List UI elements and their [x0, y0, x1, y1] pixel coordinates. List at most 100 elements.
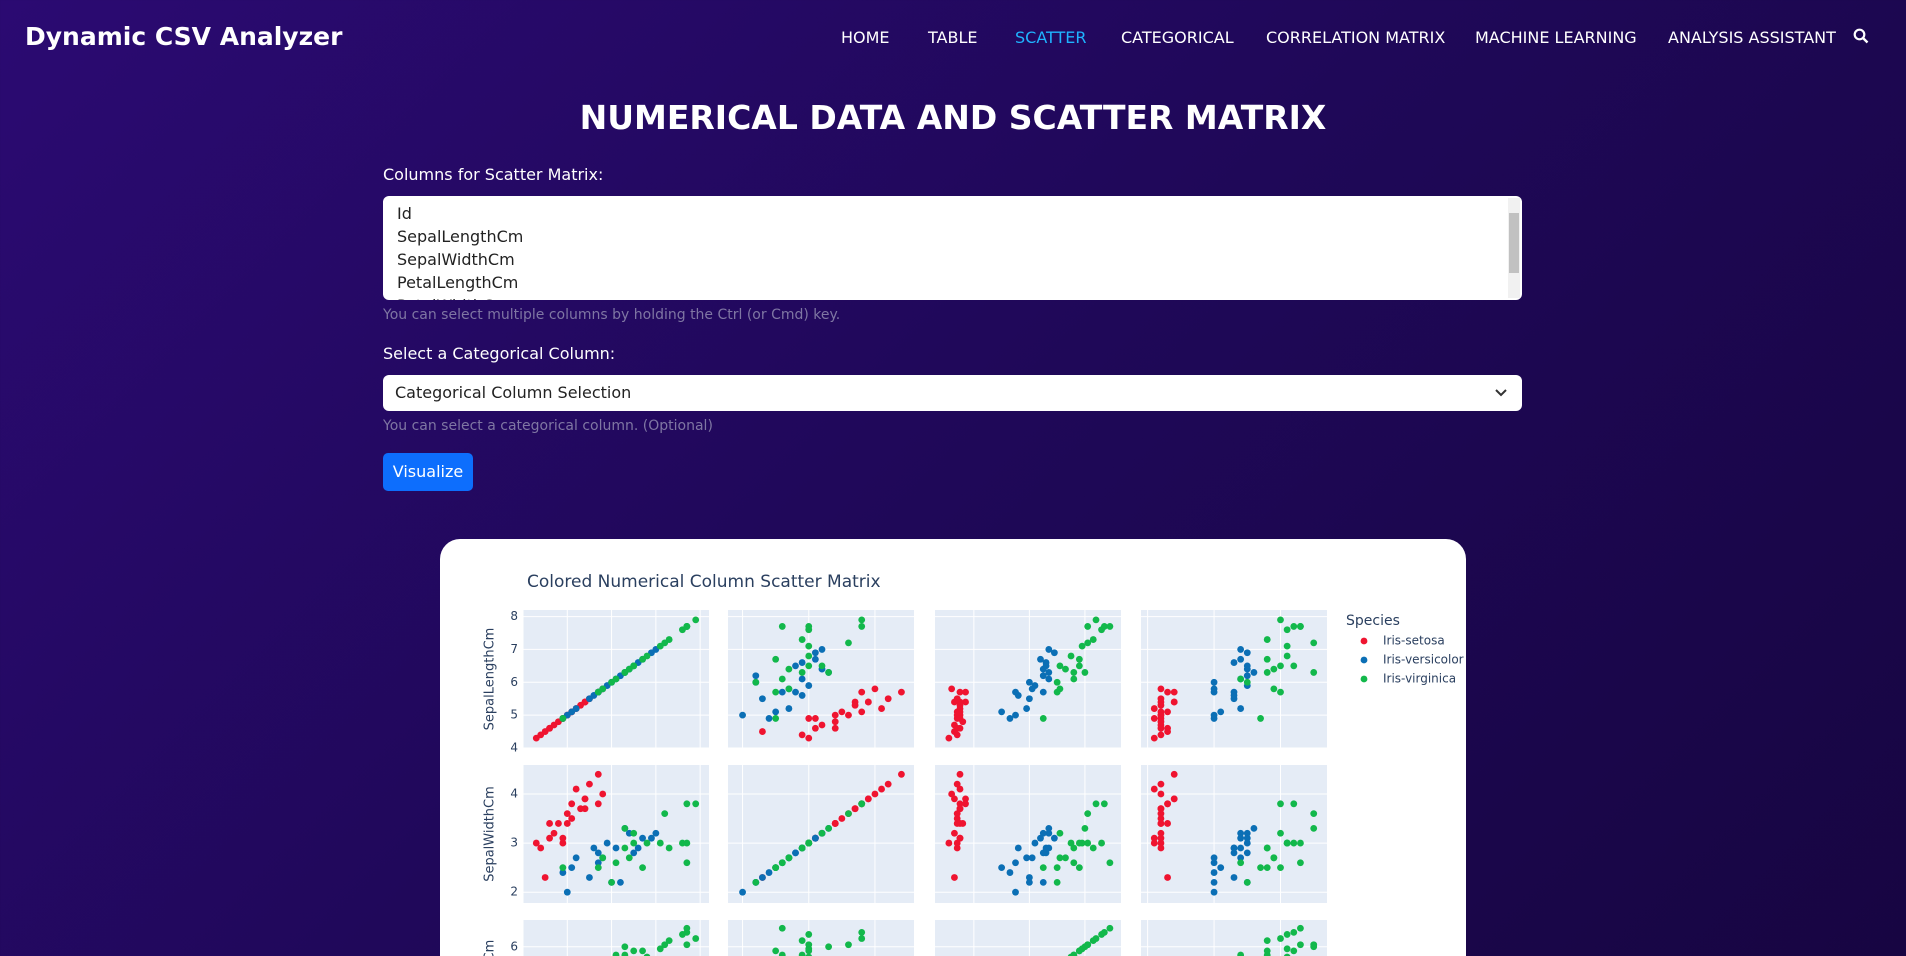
- nav-link[interactable]: TABLE: [928, 28, 978, 47]
- columns-multiselect[interactable]: Id SepalLengthCm SepalWidthCm PetalLengthCm…: [383, 196, 1522, 300]
- legend-marker: [1360, 675, 1368, 683]
- point: [665, 844, 673, 852]
- point: [1250, 669, 1258, 676]
- point: [1263, 636, 1271, 643]
- point: [858, 928, 866, 936]
- visualize-button[interactable]: Visualize: [383, 453, 473, 491]
- point: [586, 874, 593, 881]
- nav-link[interactable]: CORRELATION MATRIX: [1266, 28, 1446, 47]
- point: [1157, 810, 1165, 818]
- point: [1297, 924, 1304, 932]
- point: [858, 800, 866, 808]
- point: [683, 800, 691, 808]
- point: [838, 708, 846, 716]
- point: [798, 659, 806, 666]
- point: [1290, 662, 1298, 670]
- point: [1053, 878, 1061, 886]
- point: [1081, 824, 1089, 832]
- point: [956, 701, 964, 709]
- point: [805, 734, 813, 742]
- point: [1053, 678, 1061, 686]
- point: [630, 947, 638, 955]
- point: [1025, 678, 1033, 686]
- point: [1237, 705, 1245, 712]
- point: [798, 937, 806, 944]
- point: [1170, 688, 1178, 696]
- point: [1014, 844, 1022, 852]
- chart-title: Colored Numerical Column Scatter Matrix: [527, 572, 881, 592]
- scrollbar[interactable]: [1508, 198, 1520, 298]
- point: [798, 669, 806, 676]
- point: [1045, 829, 1053, 837]
- column-option[interactable]: SepalWidthCm: [397, 250, 515, 269]
- point: [559, 834, 567, 842]
- point: [1243, 839, 1251, 847]
- point: [778, 623, 786, 630]
- point: [948, 685, 956, 693]
- point: [1243, 829, 1251, 837]
- point: [1039, 878, 1047, 886]
- nav-link[interactable]: HOME: [841, 28, 890, 47]
- scroll-thumb[interactable]: [1509, 213, 1519, 273]
- y-axis-title: SepalLengthCm: [483, 628, 498, 731]
- point: [759, 695, 766, 703]
- point: [956, 834, 964, 842]
- panel-background: [1141, 610, 1327, 748]
- point: [884, 780, 892, 788]
- point: [1150, 785, 1158, 793]
- point: [1039, 864, 1047, 872]
- nav-link[interactable]: CATEGORICAL: [1121, 28, 1234, 47]
- nav-link[interactable]: SCATTER: [1015, 28, 1087, 47]
- point: [953, 695, 961, 703]
- point: [1056, 662, 1064, 670]
- column-option[interactable]: SepalLengthCm: [397, 227, 524, 246]
- point: [805, 715, 813, 722]
- y-tick-label: 2: [510, 885, 518, 899]
- point: [953, 844, 961, 852]
- point: [1157, 790, 1165, 798]
- point: [951, 728, 958, 735]
- point: [1283, 626, 1291, 634]
- nav-link[interactable]: MACHINE LEARNING: [1475, 28, 1637, 47]
- point: [572, 854, 580, 862]
- point: [962, 688, 969, 696]
- category-select[interactable]: Categorical Column Selection: [383, 375, 1522, 411]
- legend-marker: [1360, 656, 1368, 664]
- point: [811, 649, 819, 657]
- point: [621, 844, 629, 852]
- point: [739, 711, 746, 719]
- point: [898, 688, 905, 696]
- point: [1310, 639, 1318, 647]
- point: [1157, 731, 1165, 739]
- point: [811, 724, 819, 732]
- legend-label: Iris-setosa: [1383, 634, 1445, 648]
- point: [962, 795, 969, 803]
- column-option[interactable]: PetalWidthCm: [397, 296, 510, 300]
- point: [1025, 695, 1033, 703]
- point: [1164, 874, 1171, 881]
- point: [811, 715, 819, 722]
- column-option[interactable]: PetalLengthCm: [397, 273, 519, 292]
- brand[interactable]: Dynamic CSV Analyzer: [25, 22, 343, 51]
- point: [1053, 864, 1061, 872]
- point: [858, 935, 866, 942]
- point: [1157, 711, 1165, 719]
- point: [1075, 839, 1083, 847]
- point: [772, 688, 780, 696]
- point: [798, 951, 806, 956]
- point: [805, 953, 812, 956]
- search-icon[interactable]: [1853, 28, 1869, 44]
- point: [1039, 672, 1047, 680]
- point: [838, 815, 846, 822]
- point: [563, 820, 571, 827]
- point: [798, 731, 806, 739]
- column-option[interactable]: Id: [397, 204, 412, 223]
- nav-link[interactable]: ANALYSIS ASSISTANT: [1668, 28, 1836, 47]
- point: [630, 849, 638, 857]
- point: [1150, 705, 1158, 712]
- point: [692, 935, 700, 942]
- point: [851, 701, 859, 709]
- point: [1062, 665, 1069, 673]
- point: [785, 854, 793, 862]
- point: [568, 800, 576, 808]
